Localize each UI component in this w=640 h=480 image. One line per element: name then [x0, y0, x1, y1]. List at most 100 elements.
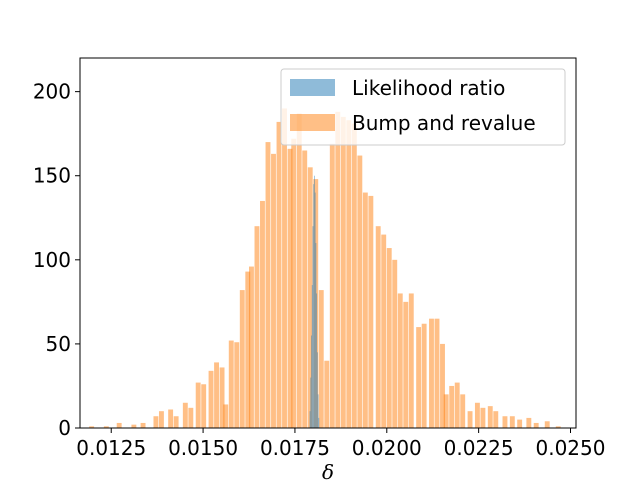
bump-and-revalue-bar [397, 293, 403, 428]
likelihood-ratio-bar [313, 184, 315, 428]
bump-and-revalue-bar [480, 407, 486, 428]
bump-and-revalue-bar [234, 342, 240, 428]
likelihood-ratio-bar [314, 175, 315, 428]
bump-and-revalue-bar [429, 318, 434, 428]
x-tick-label: 0.0175 [260, 436, 330, 460]
x-axis: 0.0125 0.0150 0.0175 0.0200 0.0225 0.0250 [76, 428, 605, 460]
x-tick-label: 0.0125 [76, 436, 146, 460]
bump-and-revalue-bar [282, 108, 287, 428]
bump-and-revalue-bar [188, 407, 194, 428]
bump-and-revalue-bar [260, 200, 265, 428]
bump-and-revalue-bar [533, 422, 539, 428]
legend: Likelihood ratio Bump and revalue [280, 68, 566, 146]
bump-and-revalue-bar [201, 384, 207, 428]
bump-and-revalue-bar [158, 411, 164, 428]
bump-and-revalue-bar [487, 406, 493, 428]
bump-and-revalue-bar [329, 143, 335, 428]
likelihood-ratio-bar [311, 335, 312, 428]
bump-and-revalue-bar [153, 416, 159, 428]
bump-and-revalue-bar [208, 370, 214, 428]
legend-box [280, 68, 566, 146]
y-tick-label: 200 [33, 80, 71, 104]
bump-and-revalue-bar [434, 318, 440, 428]
bump-and-revalue-bar [324, 360, 330, 428]
bump-and-revalue-bar [140, 422, 146, 428]
plot-area [89, 108, 561, 429]
bump-and-revalue-bar [544, 421, 550, 428]
likelihood-ratio-bar [317, 394, 319, 428]
bump-and-revalue-bar [340, 116, 346, 429]
likelihood-ratio-bar [309, 411, 311, 428]
likelihood-ratio-bar [315, 243, 317, 428]
y-tick-label: 0 [58, 416, 71, 440]
bump-and-revalue-bar [362, 192, 368, 428]
bump-and-revalue-bar [509, 416, 515, 428]
x-tick-label: 0.0225 [444, 436, 514, 460]
bump-and-revalue-bar [474, 402, 480, 428]
bump-and-revalue-bar [245, 271, 251, 428]
bump-and-revalue-bar [440, 343, 445, 428]
bump-and-revalue-bar [103, 426, 109, 428]
bump-and-revalue-bar [254, 226, 260, 428]
bump-and-revalue-bar [408, 293, 414, 428]
bump-and-revalue-bar [131, 424, 137, 428]
bump-and-revalue-bar [89, 426, 95, 428]
bump-and-revalue-bar [403, 301, 409, 428]
bump-and-revalue-bar [287, 148, 293, 428]
bump-and-revalue-bar [421, 323, 427, 428]
bump-and-revalue-bar [318, 290, 324, 428]
bump-and-revalue-bar [386, 248, 392, 428]
x-tick-label: 0.0150 [168, 436, 238, 460]
likelihood-ratio-bars [309, 175, 320, 428]
legend-label-likelihood-ratio: Likelihood ratio [352, 76, 505, 100]
y-tick-label: 50 [46, 332, 71, 356]
bump-and-revalue-bar [381, 234, 387, 428]
bump-and-revalue-bar [368, 195, 374, 428]
bump-and-revalue-bar [467, 411, 473, 428]
bump-and-revalue-bar [291, 138, 297, 429]
legend-swatch-likelihood-ratio [290, 79, 335, 96]
bump-and-revalue-bar [526, 417, 532, 428]
y-axis: 0 50 100 150 200 [33, 80, 80, 440]
bump-and-revalue-bar [116, 422, 122, 428]
likelihood-ratio-bar [311, 285, 313, 428]
bump-and-revalue-bar [493, 411, 499, 428]
y-tick-label: 100 [33, 248, 71, 272]
bump-and-revalue-bar [375, 226, 381, 428]
bump-and-revalue-bar [228, 340, 234, 428]
bump-and-revalue-bar [265, 142, 271, 428]
bump-and-revalue-bar [502, 416, 508, 428]
bump-and-revalue-bar [214, 362, 219, 428]
likelihood-ratio-bar [318, 417, 320, 428]
bump-and-revalue-bar [296, 113, 302, 428]
likelihood-ratio-bar [314, 192, 316, 428]
y-tick-label: 150 [33, 164, 71, 188]
bump-and-revalue-bars [89, 108, 561, 429]
bump-and-revalue-bar [555, 426, 561, 428]
bump-and-revalue-bar [351, 123, 357, 428]
bump-and-revalue-bar [307, 167, 313, 428]
bump-and-revalue-bar [335, 111, 341, 428]
bump-and-revalue-bar [168, 409, 174, 428]
bump-and-revalue-bar [454, 382, 460, 428]
x-tick-label: 0.0250 [535, 436, 605, 460]
bump-and-revalue-bar [357, 155, 363, 429]
bump-and-revalue-bar [249, 266, 254, 428]
bump-and-revalue-bar [302, 150, 308, 428]
bump-and-revalue-bar [517, 419, 523, 428]
likelihood-ratio-bar [316, 352, 318, 428]
bump-and-revalue-bar [239, 290, 245, 428]
bump-and-revalue-bar [182, 402, 188, 428]
likelihood-ratio-bar [310, 377, 312, 428]
x-axis-label: δ [322, 460, 334, 480]
bump-and-revalue-bar [271, 153, 276, 429]
bump-and-revalue-bar [195, 382, 201, 428]
legend-swatch-bump-and-revalue [290, 114, 335, 131]
x-tick-label: 0.0200 [352, 436, 422, 460]
axes-frame [79, 57, 577, 429]
bump-and-revalue-bar [449, 385, 455, 428]
bump-and-revalue-bar [219, 367, 225, 428]
bump-and-revalue-bar [173, 416, 179, 428]
bump-and-revalue-bar [460, 394, 466, 428]
